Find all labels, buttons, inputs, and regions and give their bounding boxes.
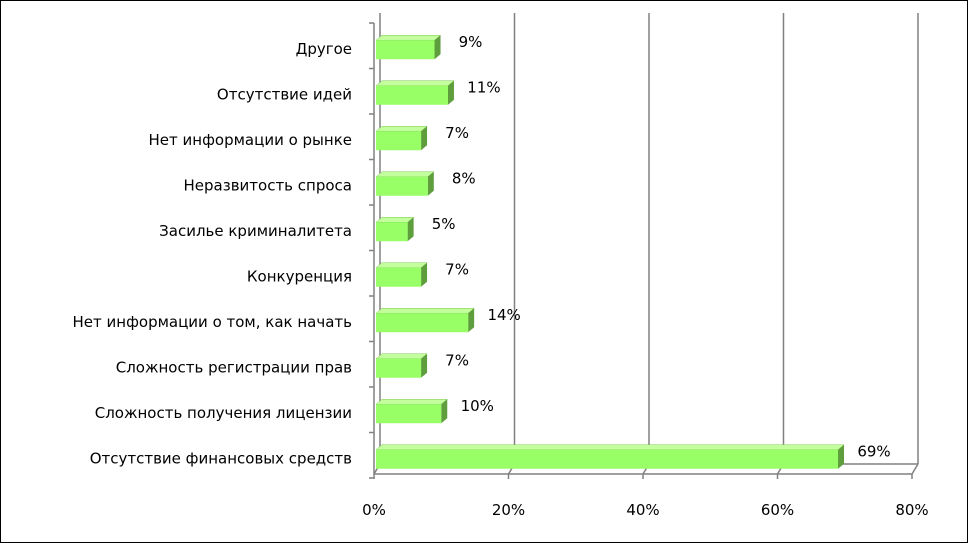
bar-side-face <box>421 353 428 378</box>
bar-side-face <box>468 308 475 333</box>
bar <box>375 308 475 333</box>
category-label: Неразвитость спроса <box>184 176 353 194</box>
category-label: Засилье криминалитета <box>159 222 352 240</box>
data-label: 14% <box>487 306 520 324</box>
bar-top-face <box>375 217 415 223</box>
bar-top-face <box>375 171 435 177</box>
bar-front-face <box>376 131 422 151</box>
bar-side-face <box>421 126 428 151</box>
category-label: Сложность получения лицензии <box>95 404 352 422</box>
data-label: 9% <box>459 33 483 51</box>
category-label: Сложность регистрации прав <box>116 358 352 376</box>
bar-top-face <box>375 80 455 86</box>
bar-front-face <box>376 313 469 333</box>
bar-side-face <box>407 217 414 242</box>
bar-top-face <box>375 35 442 41</box>
data-label: 10% <box>461 397 494 415</box>
x-tick-label: 60% <box>761 501 794 519</box>
bar-side-face <box>427 171 434 196</box>
bar-front-face <box>376 176 428 196</box>
bar-front-face <box>376 85 448 105</box>
data-label: 8% <box>452 169 476 187</box>
data-label: 11% <box>467 78 500 96</box>
category-label: Отсутствие финансовых средств <box>90 449 352 467</box>
bar-top-face <box>375 262 428 268</box>
bar <box>375 171 435 196</box>
category-label: Конкуренция <box>247 267 352 285</box>
data-label: 7% <box>445 260 469 278</box>
category-label: Другое <box>296 40 352 58</box>
x-tick-label: 80% <box>895 501 928 519</box>
grid-layer <box>373 13 919 475</box>
bar-side-face <box>838 444 845 469</box>
bar-front-face <box>376 358 422 378</box>
bar-top-face <box>375 353 428 359</box>
bar-layer <box>375 35 845 469</box>
bar <box>375 80 455 105</box>
data-label: 7% <box>445 351 469 369</box>
bar-side-face <box>441 399 448 424</box>
bar-side-face <box>421 262 428 287</box>
data-label: 7% <box>445 124 469 142</box>
category-label: Отсутствие идей <box>217 85 352 103</box>
bar-top-face <box>375 126 428 132</box>
x-tick-label: 40% <box>626 501 659 519</box>
label-layer: Другое 9% Отсутствие идей 11% Нет информации… <box>73 33 929 519</box>
x-tick-label: 20% <box>492 501 525 519</box>
category-label: Нет информации о рынке <box>149 131 352 149</box>
bar <box>375 126 428 151</box>
data-label: 69% <box>857 442 890 460</box>
bar-front-face <box>376 222 408 242</box>
bar-front-face <box>376 267 422 287</box>
data-label: 5% <box>432 215 456 233</box>
bar <box>375 217 415 242</box>
bar-top-face <box>375 444 845 450</box>
x-tick-label: 0% <box>362 501 386 519</box>
bar-side-face <box>447 80 454 105</box>
bar-front-face <box>376 40 435 60</box>
bar <box>375 444 845 469</box>
bar-front-face <box>376 449 839 469</box>
bar-front-face <box>376 404 442 424</box>
category-label: Нет информации о том, как начать <box>73 313 353 331</box>
bar <box>375 353 428 378</box>
bar <box>375 35 442 60</box>
bar <box>375 262 428 287</box>
bar <box>375 399 448 424</box>
floor-gridline <box>911 463 919 475</box>
bar-top-face <box>375 399 448 405</box>
bar-top-face <box>375 308 475 314</box>
bar-side-face <box>434 35 441 60</box>
